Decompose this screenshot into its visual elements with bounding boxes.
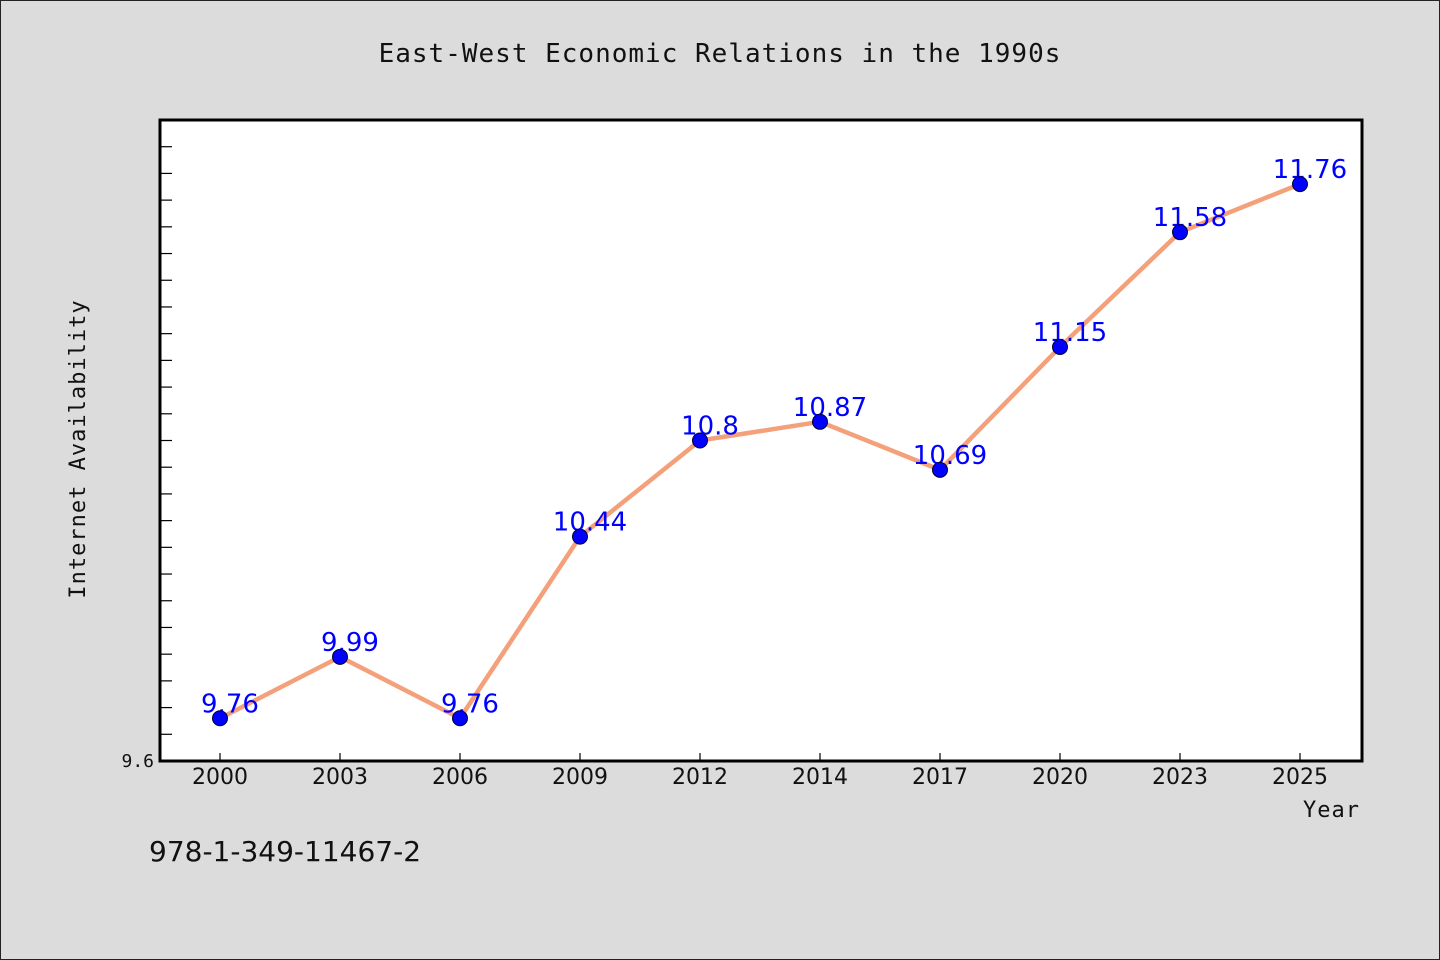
x-tick-label: 2025 xyxy=(1272,765,1328,790)
data-point xyxy=(572,528,588,545)
y-tick-label: 9.6 xyxy=(121,751,154,772)
x-tick-label: 2017 xyxy=(912,765,968,790)
data-label: 11.58 xyxy=(1153,203,1227,233)
data-label: 10.8 xyxy=(681,412,739,442)
data-point xyxy=(932,461,948,478)
data-label: 9.76 xyxy=(201,689,259,719)
data-point xyxy=(452,710,468,727)
y-axis-label: Internet Availability xyxy=(66,299,91,598)
data-label: 10.87 xyxy=(793,393,867,423)
data-label: 10.69 xyxy=(913,441,987,471)
x-tick-label: 2000 xyxy=(192,765,248,790)
data-label: 9.99 xyxy=(321,628,379,658)
x-tick-label: 2003 xyxy=(312,765,368,790)
y-ticks: 9.6 xyxy=(121,146,172,772)
chart-title: East-West Economic Relations in the 1990… xyxy=(379,39,1062,69)
x-tick-label: 2020 xyxy=(1032,765,1088,790)
x-tick-label: 2009 xyxy=(552,765,608,790)
data-point xyxy=(812,413,828,430)
data-point xyxy=(1172,224,1188,241)
data-label: 11.76 xyxy=(1273,155,1347,185)
data-label: 9.76 xyxy=(441,689,499,719)
x-ticks: 2000 2003 2006 2009 2012 2014 2017 2020 2023 2025 xyxy=(192,753,1328,790)
data-point xyxy=(332,648,348,665)
data-point xyxy=(1052,339,1068,356)
series-layer: 9.76 9.99 9.76 10.44 10.8 10.87 10.69 11.15 11.5… xyxy=(201,155,1347,727)
data-label: 11.15 xyxy=(1033,318,1107,348)
data-point xyxy=(212,710,228,727)
series-line xyxy=(217,181,1303,721)
data-label: 10.44 xyxy=(553,508,627,538)
x-tick-label: 2006 xyxy=(432,765,488,790)
isbn-text: 978-1-349-11467-2 xyxy=(149,835,422,868)
x-tick-label: 2012 xyxy=(672,765,728,790)
data-point xyxy=(1292,176,1308,193)
x-tick-label: 2023 xyxy=(1152,765,1208,790)
x-axis-label: Year xyxy=(1303,798,1360,823)
data-point xyxy=(692,432,708,449)
plot-area xyxy=(158,118,1364,763)
x-tick-label: 2014 xyxy=(792,765,848,790)
